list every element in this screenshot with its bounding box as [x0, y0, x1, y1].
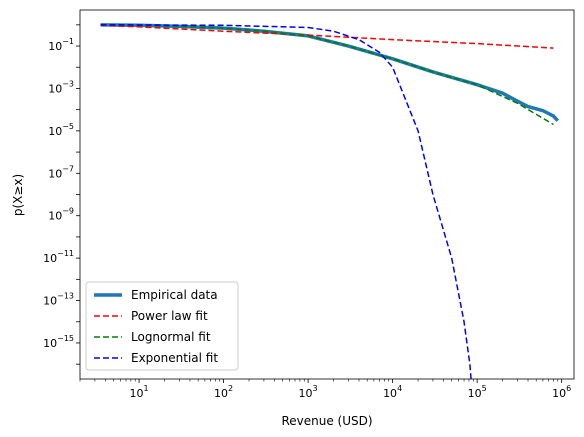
- series-line-2: [100, 24, 554, 126]
- legend-label: Empirical data: [131, 288, 218, 302]
- axis-ticks: 101 102 103 104 105 106 10−1 10−3 10−5 10−7 10−9 10…: [43, 24, 571, 400]
- x-tick-label: 102: [214, 384, 233, 400]
- x-tick-label: 105: [468, 384, 487, 400]
- y-tick-label: 10−13: [43, 292, 74, 308]
- y-tick-label: 10−3: [48, 79, 74, 95]
- legend: Empirical data Power law fit Lognormal fit…: [85, 281, 239, 371]
- x-tick-label: 101: [130, 384, 149, 400]
- y-tick-label: 10−15: [43, 334, 74, 350]
- x-axis-title: Revenue (USD): [281, 414, 372, 428]
- x-tick-label: 104: [383, 384, 402, 400]
- x-tick-label: 106: [552, 384, 571, 400]
- legend-box: [85, 281, 239, 371]
- y-tick-label: 10−5: [48, 122, 74, 138]
- y-tick-label: 10−7: [48, 164, 74, 180]
- series-line-0: [100, 23, 560, 122]
- y-tick-label: 10−9: [48, 207, 74, 223]
- y-tick-label: 10−1: [48, 37, 74, 53]
- x-tick-label: 103: [299, 384, 318, 400]
- legend-label: Lognormal fit: [131, 330, 211, 344]
- legend-label: Power law fit: [131, 309, 208, 323]
- plot-marks: [100, 23, 560, 379]
- series-line-3: [100, 24, 472, 379]
- y-axis-title: p(X≥x): [11, 174, 25, 216]
- y-tick-label: 10−11: [43, 249, 74, 265]
- legend-label: Exponential fit: [131, 351, 218, 365]
- series-line-1: [100, 24, 554, 49]
